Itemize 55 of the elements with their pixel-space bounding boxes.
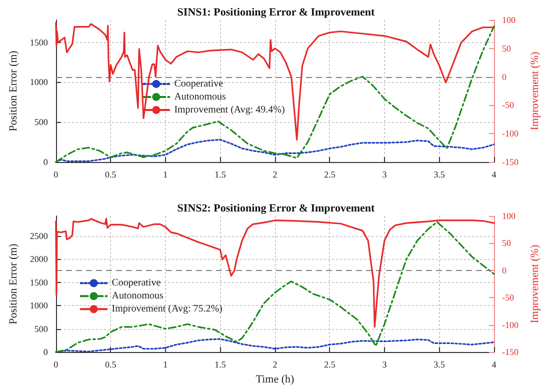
y2-tick-label: 0 (502, 265, 507, 276)
y2-tick-label: 50 (502, 238, 512, 248)
y2-tick-label: -50 (502, 100, 514, 110)
y2-tick-label: 0 (502, 72, 507, 82)
y2-tick-label: -150 (502, 157, 519, 167)
x-tick-label: 4 (492, 360, 497, 370)
x-axis-title: Time (h) (256, 373, 294, 386)
y2-tick-label: -50 (502, 292, 514, 303)
y-tick-label: 2000 (30, 254, 48, 264)
line-series (55, 22, 495, 141)
line-series (55, 218, 495, 328)
y-axis-title: Position Error (m) (8, 50, 20, 132)
x-tick-label: 1.5 (214, 360, 226, 370)
x-tick-label: 3.5 (434, 170, 446, 180)
legend-label: Autonomous (174, 91, 226, 102)
legend-label: Cooperative (112, 278, 162, 289)
x-tick-label: 2 (272, 170, 278, 180)
y-tick-label: 2500 (30, 230, 48, 241)
y2-tick-label: -100 (502, 128, 519, 139)
x-tick-label: 1.5 (214, 170, 226, 180)
x-tick-label: 1 (163, 170, 168, 180)
x-tick-label: 0.5 (105, 360, 117, 370)
y-tick-label: 1500 (30, 37, 48, 48)
x-tick-label: 3.5 (434, 360, 446, 370)
y2-axis-title: Improvement (%) (528, 51, 541, 130)
y-tick-label: 0 (43, 157, 48, 167)
legend-label: Autonomous (112, 290, 164, 302)
y2-tick-label: 100 (502, 15, 516, 25)
x-tick-label: 0.5 (105, 170, 117, 180)
x-tick-label: 3 (382, 170, 388, 180)
y-tick-label: 1500 (30, 277, 48, 288)
y-tick-label: 500 (34, 324, 48, 334)
legend-label: Improvement (Avg: 75.2%) (112, 304, 222, 315)
chart-title: SINS1: Positioning Error & Improvement (177, 6, 376, 18)
legend-label: Improvement (Avg: 49.4%) (174, 104, 285, 116)
chart-title: SINS2: Positioning Error & Improvement (177, 202, 376, 214)
x-tick-label: 4 (492, 170, 497, 180)
y-tick-label: 0 (43, 347, 48, 357)
x-tick-label: 0 (54, 170, 59, 180)
y2-tick-label: 100 (502, 211, 516, 221)
x-tick-label: 3 (382, 360, 388, 370)
y2-axis-title: Improvement (%) (528, 244, 541, 324)
x-tick-label: 2.5 (324, 170, 336, 180)
x-tick-label: 2.5 (324, 360, 336, 370)
y2-tick-label: 50 (502, 43, 512, 54)
y2-tick-label: -100 (502, 320, 519, 330)
legend-label: Cooperative (174, 78, 224, 90)
x-tick-label: 0 (54, 360, 59, 370)
y-tick-label: 500 (34, 117, 48, 128)
y2-tick-label: -150 (502, 347, 519, 357)
y-tick-label: 1000 (30, 77, 48, 88)
x-tick-label: 2 (272, 360, 278, 370)
y-tick-label: 1000 (30, 300, 48, 311)
x-tick-label: 1 (163, 360, 168, 370)
y-axis-title: Position Error (m) (8, 243, 20, 324)
